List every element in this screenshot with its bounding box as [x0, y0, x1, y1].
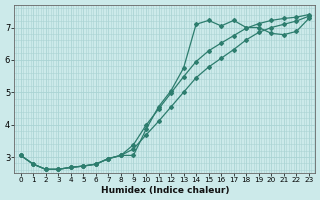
X-axis label: Humidex (Indice chaleur): Humidex (Indice chaleur)	[100, 186, 229, 195]
